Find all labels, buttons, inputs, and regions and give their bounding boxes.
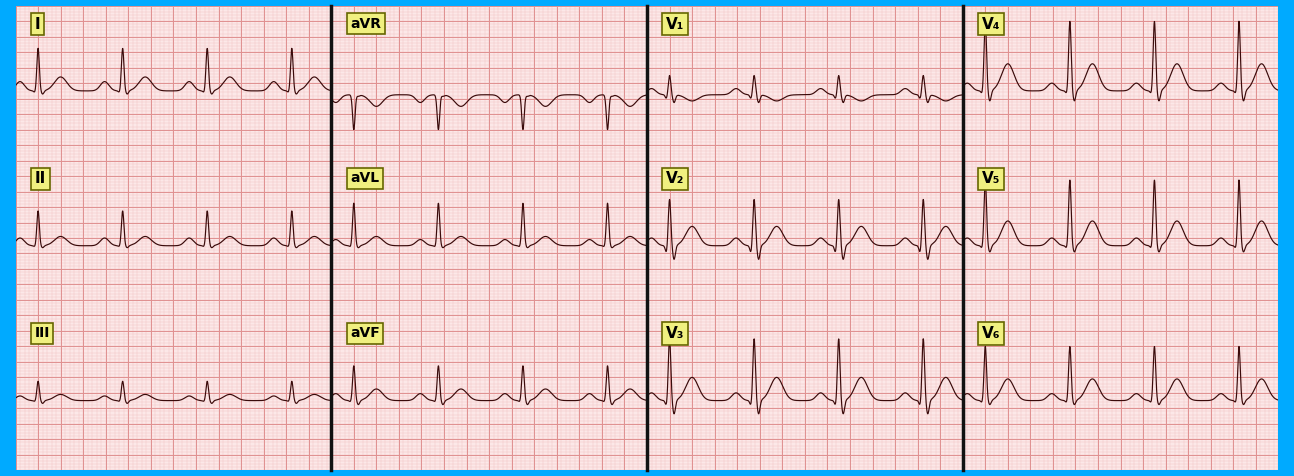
Text: aVR: aVR	[351, 17, 382, 30]
Text: V₄: V₄	[982, 17, 1000, 31]
Text: V₃: V₃	[666, 326, 685, 341]
Text: V₁: V₁	[666, 17, 685, 31]
Text: V₂: V₂	[666, 171, 685, 187]
Text: II: II	[35, 171, 45, 187]
Text: V₅: V₅	[982, 171, 1000, 187]
Text: I: I	[35, 17, 40, 31]
Text: III: III	[35, 326, 50, 340]
Text: aVF: aVF	[351, 326, 380, 340]
Text: aVL: aVL	[351, 171, 379, 186]
Text: V₆: V₆	[982, 326, 1000, 341]
